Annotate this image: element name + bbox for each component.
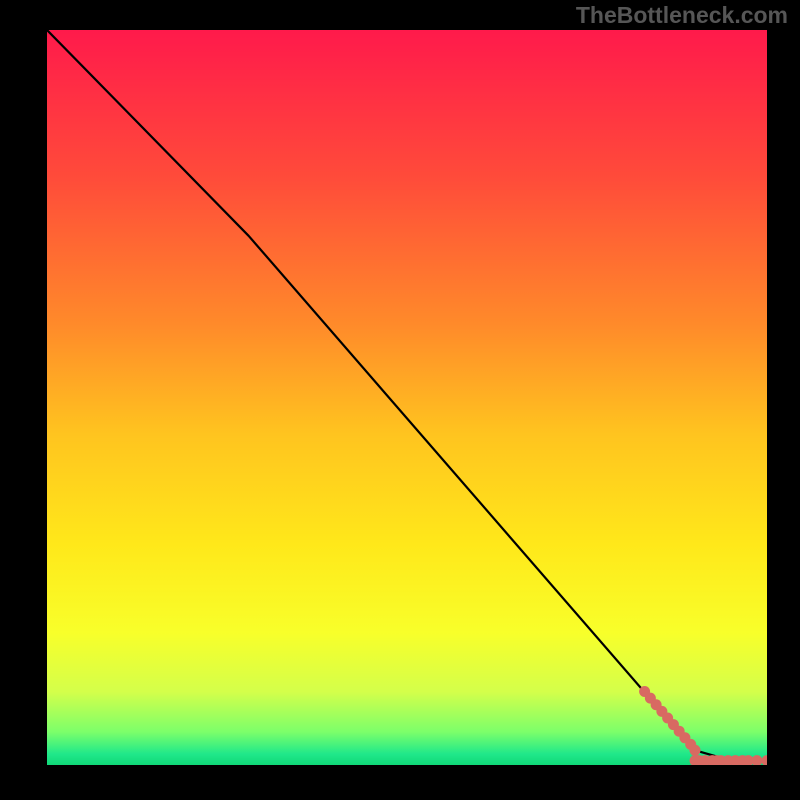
chart-scatter-point bbox=[690, 745, 701, 756]
watermark-text: TheBottleneck.com bbox=[576, 2, 788, 29]
chart-frame: TheBottleneck.com bbox=[0, 0, 800, 800]
chart-plot-area bbox=[47, 30, 767, 765]
